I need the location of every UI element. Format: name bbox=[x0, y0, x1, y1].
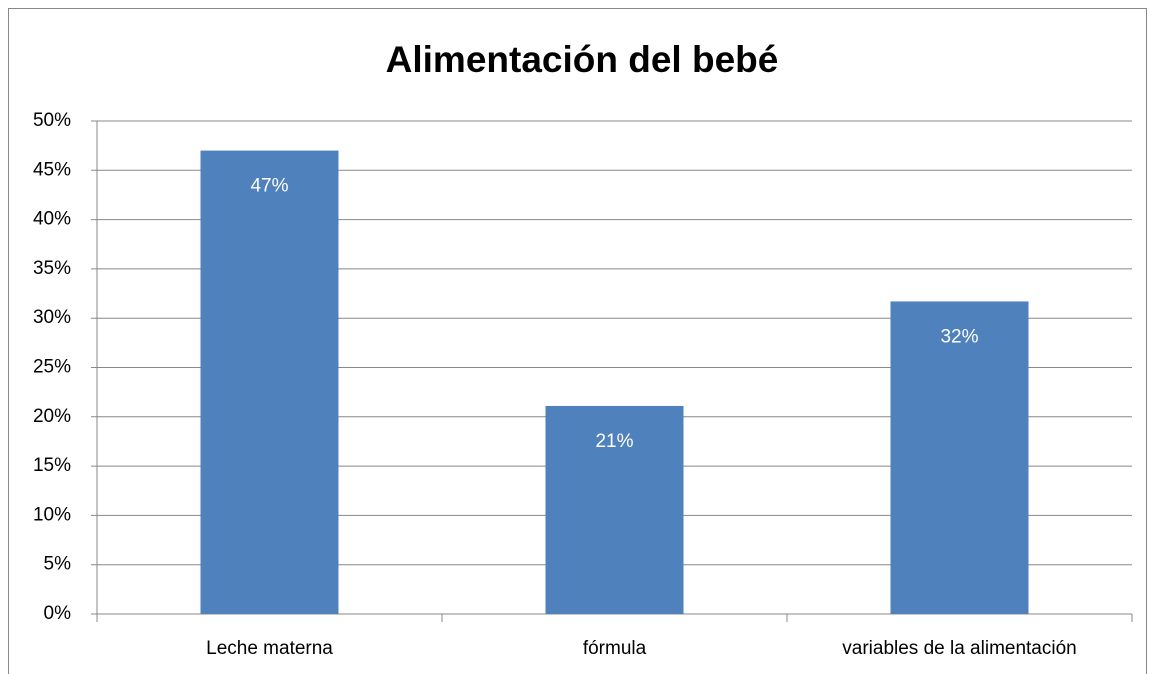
y-tick-label: 30% bbox=[33, 307, 71, 328]
y-tick-label: 35% bbox=[33, 258, 71, 279]
y-tick-label: 5% bbox=[44, 554, 72, 575]
y-tick-label: 10% bbox=[33, 504, 71, 525]
bar bbox=[200, 150, 339, 614]
y-tick-label: 20% bbox=[33, 406, 71, 427]
y-tick-label: 0% bbox=[44, 603, 72, 624]
x-tick-label: fórmula bbox=[583, 638, 647, 659]
chart-title: Alimentación del bebé bbox=[386, 39, 779, 80]
x-tick-label: variables de la alimentación bbox=[842, 638, 1076, 659]
y-tick-label: 15% bbox=[33, 455, 71, 476]
bar bbox=[890, 301, 1029, 614]
y-tick-label: 50% bbox=[33, 110, 71, 131]
x-tick-label: Leche materna bbox=[206, 638, 333, 659]
y-tick-label: 45% bbox=[33, 159, 71, 180]
y-tick-label: 25% bbox=[33, 357, 71, 378]
y-tick-label: 40% bbox=[33, 209, 71, 230]
bar bbox=[545, 405, 684, 614]
data-label: 47% bbox=[250, 176, 288, 197]
data-label: 32% bbox=[940, 326, 978, 347]
data-label: 21% bbox=[595, 431, 633, 452]
